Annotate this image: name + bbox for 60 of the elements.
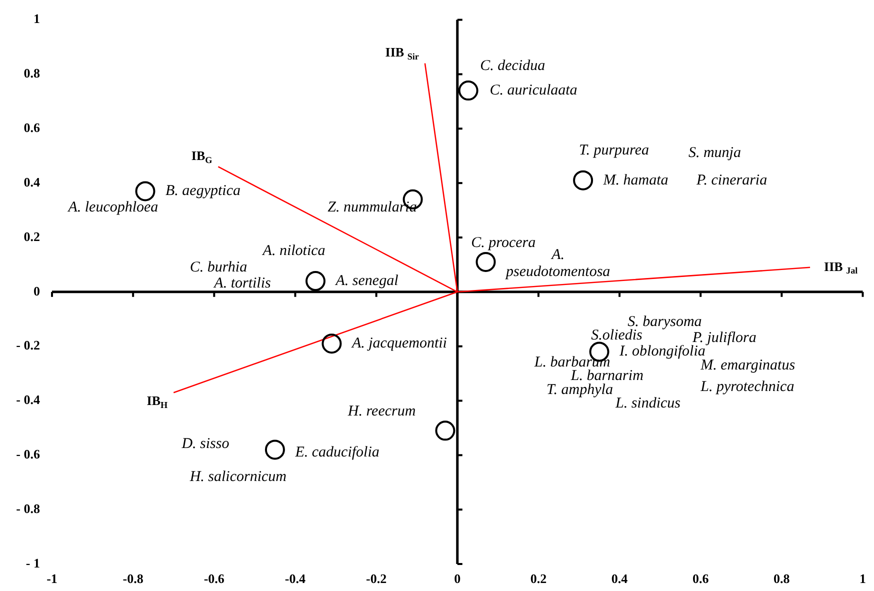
annotation: L. pyrotechnica	[700, 379, 794, 396]
annotation: P. juliflora	[691, 330, 756, 346]
y-tick-label: 0.4	[24, 174, 40, 190]
x-tick-label: 1	[860, 571, 866, 586]
x-tick-label: -1	[46, 571, 58, 586]
annotation: A. nilotica	[262, 243, 326, 260]
point	[135, 181, 156, 202]
annotation: E. caducifolia	[294, 444, 380, 460]
annotation: C. decidua	[480, 58, 546, 74]
y-tick-label: 0.6	[24, 120, 40, 135]
annotation: Z. nummularia	[328, 199, 417, 216]
x-tick-label: 0.6	[692, 571, 710, 586]
x-tick-label: 0.2	[530, 571, 547, 586]
point	[476, 252, 496, 272]
annotation: A. leucophloea	[67, 199, 158, 216]
y-tick-label: 1	[34, 11, 40, 26]
point	[305, 271, 326, 292]
y-tick-label: - 0.2	[16, 338, 40, 353]
point	[458, 80, 478, 101]
annotation: H. salicornicum	[188, 468, 287, 485]
y-tick-label: - 0.8	[16, 500, 40, 516]
annotation: T. amphyla	[546, 382, 613, 398]
annotation: L. sindicus	[614, 395, 681, 412]
annotation: A. senegal	[334, 272, 398, 289]
annotation: H. reecrum	[346, 404, 416, 420]
annotation: S. barysoma	[628, 314, 702, 330]
y-tick-label: 0	[34, 283, 40, 298]
annotation: L. barbarum	[533, 354, 610, 371]
annotation: M. hamata	[602, 172, 668, 188]
x-tick-label: -0.4	[284, 571, 306, 586]
annotation: IIB Sir	[385, 44, 419, 62]
annotation: D. sisso	[180, 436, 230, 452]
y-tick-label: - 1	[26, 555, 40, 570]
annotation: C. burhia	[190, 259, 248, 276]
y-tick-label: - 0.4	[16, 392, 40, 408]
y-tick-label: 0.2	[24, 228, 40, 244]
annotation: S. munja	[688, 145, 741, 162]
annotation: M. emarginatus	[700, 357, 796, 374]
x-tick-label: -0.2	[366, 571, 387, 586]
y-tick-label: 0.8	[24, 66, 40, 81]
annotation: IIB Jal	[824, 258, 858, 276]
point	[573, 170, 594, 190]
annotation: A. tortilis	[213, 276, 271, 292]
x-tick-label: -0.6	[204, 571, 225, 586]
x-tick-label: -0.8	[122, 571, 144, 586]
annotation: C. auriculaata	[490, 82, 578, 98]
point	[322, 334, 342, 354]
x-tick-label: 0.8	[774, 571, 790, 586]
point	[264, 440, 285, 460]
x-tick-label: 0.4	[611, 571, 628, 586]
annotation: P. cineraria	[696, 172, 768, 188]
y-tick-label: - 0.6	[16, 446, 40, 462]
annotation: A. jacquemontii	[350, 336, 447, 352]
annotation: S.oliedis	[591, 327, 643, 344]
annotation: T. purpurea	[578, 142, 650, 158]
annotation: B. aegyptica	[166, 183, 240, 200]
annotation: I. oblongifolia	[618, 344, 706, 360]
annotation: L. barnarim	[570, 368, 644, 384]
x-tick-label: 0	[454, 571, 461, 586]
point	[435, 420, 456, 441]
